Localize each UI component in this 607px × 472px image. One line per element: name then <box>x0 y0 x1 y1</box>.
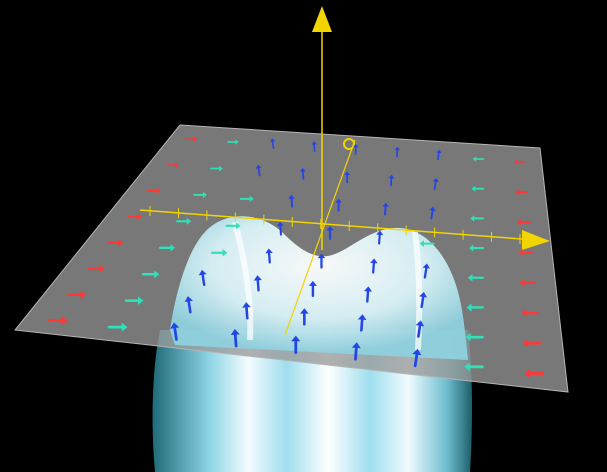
vector-arrow <box>87 264 105 273</box>
vector-arrow <box>364 286 373 303</box>
vector-arrow <box>269 138 276 150</box>
vector-arrow <box>255 164 262 177</box>
x-axis-arrowhead <box>522 230 550 250</box>
vector-arrow <box>376 230 384 245</box>
vector-arrow <box>524 368 544 378</box>
vector-arrow <box>299 167 306 180</box>
vector-arrow <box>265 248 273 264</box>
vector-arrow <box>47 315 68 326</box>
vector-arrow <box>470 215 485 222</box>
vector-arrow <box>225 222 241 230</box>
vector-arrow <box>471 185 485 192</box>
vector-arrow <box>124 296 144 305</box>
vector-arrow <box>357 314 367 332</box>
vector-arrow <box>170 322 180 341</box>
axis-ticks <box>149 206 521 244</box>
vector-arrow <box>106 239 124 247</box>
vector-arrow <box>382 202 389 216</box>
z-axis-arrowhead <box>312 6 332 32</box>
vector-field-arrows <box>47 136 544 378</box>
vector-arrow <box>469 244 485 252</box>
vector-arrow <box>432 178 439 190</box>
vector-arrow <box>176 217 192 225</box>
vector-arrow <box>353 143 359 155</box>
vector-arrow <box>521 308 539 317</box>
vector-arrow <box>67 290 86 299</box>
vector-arrow <box>422 263 430 279</box>
vector-arrow <box>276 221 284 236</box>
vector-arrow <box>522 338 542 348</box>
vector-arrow <box>126 213 142 221</box>
vector-arrow <box>370 258 378 274</box>
vector-arrow <box>107 322 128 332</box>
vector-arrow <box>158 244 176 252</box>
vector-arrow <box>419 240 435 248</box>
vector-arrow <box>519 279 537 287</box>
vector-arrow <box>184 296 193 314</box>
vector-arrow <box>185 136 198 142</box>
vector-arrow <box>518 249 534 256</box>
vector-arrow <box>288 194 295 208</box>
vector-arrow <box>472 156 485 162</box>
vector-arrow <box>198 269 207 287</box>
vector-arrow <box>429 206 436 220</box>
vector-arrow <box>412 348 422 368</box>
axes <box>139 6 550 336</box>
vector-arrow <box>466 303 484 312</box>
vector-arrow <box>436 149 442 161</box>
origin-marker <box>343 138 355 150</box>
vector-arrow <box>516 219 531 226</box>
vector-arrow <box>514 159 526 165</box>
vector-arrow <box>344 171 351 184</box>
vector-arrow <box>388 174 395 187</box>
vector-arrow <box>335 198 342 212</box>
vector-arrow <box>465 332 484 342</box>
vector-arrow <box>326 226 334 241</box>
vector-arrow <box>311 141 317 152</box>
vector-arrow <box>291 335 301 355</box>
vector-arrow <box>242 302 251 320</box>
vector-arrow <box>415 320 425 338</box>
vector-arrow <box>227 139 239 145</box>
vector-arrow <box>146 187 161 195</box>
vector-arrow <box>317 253 326 269</box>
vector-arrow <box>515 189 529 195</box>
vector-arrow <box>394 146 400 158</box>
vector-arrow <box>193 191 207 199</box>
vector-arrow <box>253 275 262 292</box>
y-axis <box>284 139 356 336</box>
vector-arrow <box>239 195 254 203</box>
vector-arrow <box>141 270 160 279</box>
vector-arrow <box>351 342 361 361</box>
vector-arrow <box>211 249 228 257</box>
vector-arrow <box>467 274 484 282</box>
vector-arrow <box>419 291 428 309</box>
vector-arrow <box>464 362 484 372</box>
vector-arrow <box>308 280 317 298</box>
vector-arrow <box>166 162 179 169</box>
vector-arrow <box>210 165 223 172</box>
vector-arrow <box>300 308 309 326</box>
x-axis <box>139 209 536 241</box>
vector-arrow <box>230 329 240 348</box>
